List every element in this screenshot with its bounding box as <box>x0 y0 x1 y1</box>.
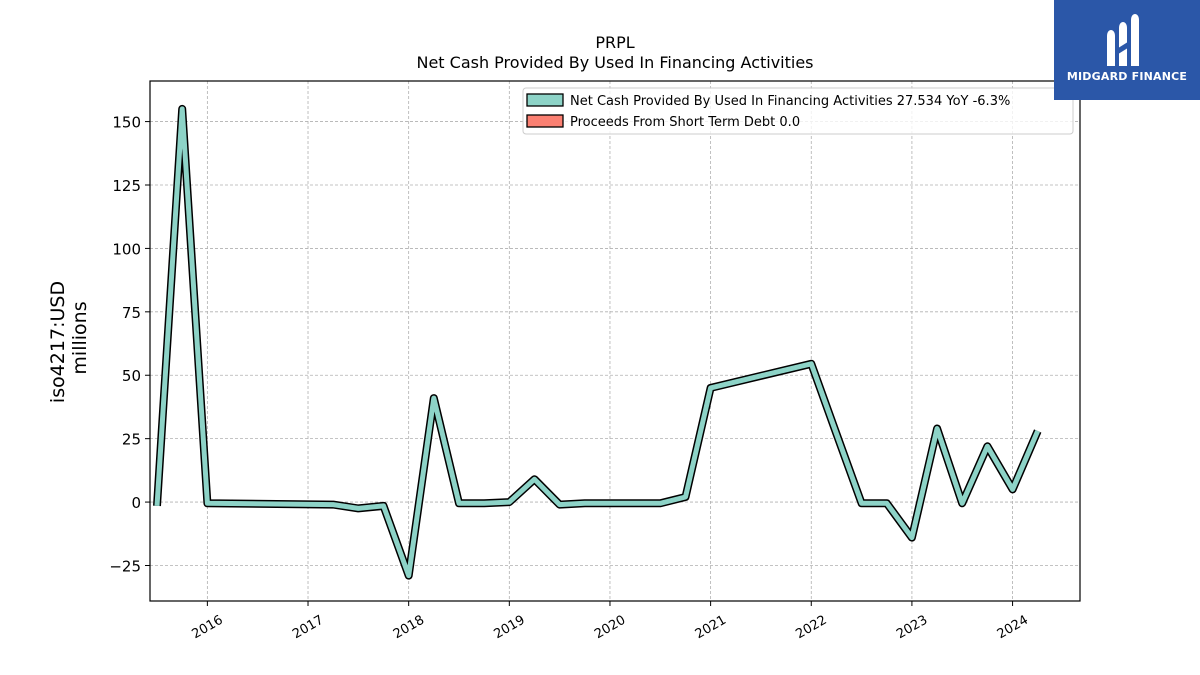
y-axis-label-line2: millions <box>69 301 91 374</box>
y-axis-label-line1: iso4217:USD <box>47 281 69 403</box>
series-line-0 <box>154 106 1040 579</box>
series-layer <box>153 104 1042 580</box>
legend: Net Cash Provided By Used In Financing A… <box>522 87 1074 135</box>
legend-frame <box>522 87 1074 135</box>
y-tick-label: 100 <box>112 240 141 258</box>
x-tick-label: 2018 <box>391 613 427 643</box>
x-tick-label: 2017 <box>290 613 326 643</box>
x-tick-label: 2022 <box>793 613 829 643</box>
y-tick-label: 125 <box>112 177 141 195</box>
legend-swatch-net-cash <box>526 93 564 107</box>
x-tick-label: 2019 <box>491 613 527 643</box>
axis-ticks: 2016 2017 2018 2019 2020 2021 2022 2023 2024 −25 0… <box>109 114 1031 643</box>
brand-logo: MIDGARD FINANCE <box>1054 0 1200 100</box>
logo-text: MIDGARD FINANCE <box>1066 70 1188 83</box>
x-tick-label: 2021 <box>693 613 729 643</box>
chart-subtitle: Net Cash Provided By Used In Financing A… <box>416 53 813 72</box>
plot-frame <box>149 80 1081 602</box>
legend-label-short-term-debt: Proceeds From Short Term Debt 0.0 <box>570 115 800 130</box>
y-tick-label: 0 <box>131 494 141 512</box>
x-tick-label: 2016 <box>190 613 226 643</box>
x-tick-label: 2024 <box>995 613 1031 643</box>
x-tick-label: 2023 <box>894 613 930 643</box>
chart-title: PRPL <box>595 33 634 52</box>
y-tick-label: 75 <box>122 304 141 322</box>
x-tick-label: 2020 <box>592 613 628 643</box>
midgard-logo-icon <box>1107 14 1139 66</box>
grid <box>150 81 1080 601</box>
y-tick-label: 150 <box>112 114 141 132</box>
y-tick-label: 50 <box>122 367 141 385</box>
legend-label-net-cash: Net Cash Provided By Used In Financing A… <box>570 94 1010 109</box>
legend-swatch-short-term-debt <box>526 114 564 128</box>
y-tick-label: 25 <box>122 431 141 449</box>
y-tick-label: −25 <box>109 557 141 575</box>
